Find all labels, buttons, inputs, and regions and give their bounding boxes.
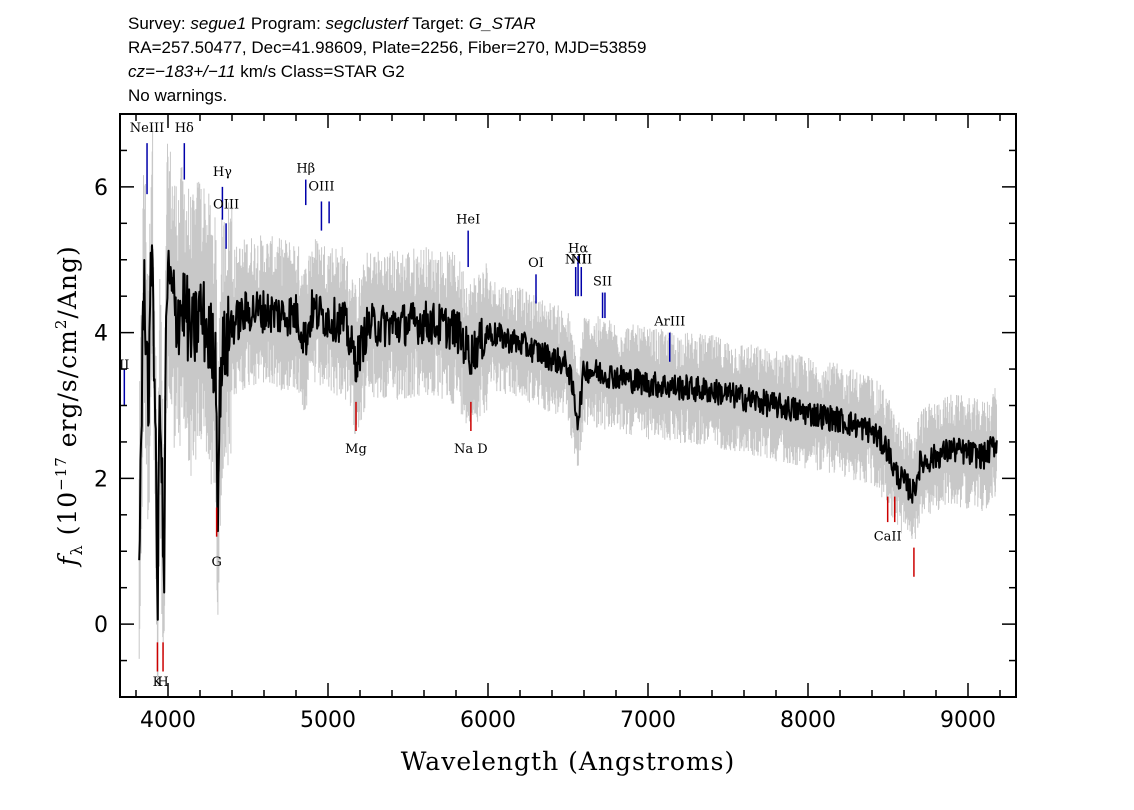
y-tick-label: 4	[94, 322, 108, 347]
line-marker-label: Mg	[345, 442, 367, 457]
program-label: Program:	[250, 14, 321, 33]
survey-value: segue1	[190, 14, 247, 33]
flux-series	[138, 244, 998, 621]
header-line-survey: Survey: segue1 Program: segclusterf Targ…	[128, 12, 646, 36]
line-marker-label: Hβ	[296, 161, 315, 176]
cz-rest: km/s Class=STAR G2	[240, 62, 405, 81]
line-marker-label: II	[119, 358, 129, 373]
flux-line	[138, 244, 998, 621]
noise-band	[138, 125, 997, 686]
x-tick-label: 9000	[940, 708, 996, 733]
cz-value: −183+/−11	[154, 62, 236, 81]
y-tick-label: 0	[94, 613, 108, 638]
x-tick-label: 8000	[780, 708, 836, 733]
program-value: segclusterf	[325, 14, 408, 33]
y-tick-label: 6	[94, 176, 108, 201]
cz-label: cz=	[128, 62, 155, 81]
noise-band-strokes	[138, 125, 997, 686]
header-line-redshift: cz=−183+/−11 km/s Class=STAR G2	[128, 60, 646, 84]
line-marker-label: Na D	[454, 442, 488, 457]
y-axis-title-exp2: 2	[52, 319, 70, 330]
axes: 4000 5000 6000 7000 8000 9000 0 2 4 6	[94, 113, 1017, 733]
line-marker-label: OI	[528, 256, 544, 271]
target-value: G_STAR	[468, 14, 536, 33]
line-marker-label: ArIII	[653, 314, 685, 329]
line-marker-label: NeIII	[130, 121, 164, 136]
y-axis-title-exp1: −17	[52, 456, 70, 491]
line-marker-label: OIII	[213, 198, 239, 213]
line-marker-label: Hα	[568, 241, 588, 256]
x-tick-label: 4000	[140, 708, 196, 733]
y-axis-title-f: f	[53, 553, 82, 568]
y-axis-title-sub: λ	[67, 544, 86, 555]
line-marker-label: NII	[570, 252, 592, 267]
target-label: Target:	[412, 14, 465, 33]
y-axis-title-a: (10	[53, 491, 82, 545]
header-line-coordinates: RA=257.50477, Dec=41.98609, Plate=2256, …	[128, 38, 647, 57]
line-marker-label: G	[211, 555, 221, 570]
y-axis-title: fλ (10−17 erg/s/cm2/Ang)	[52, 245, 86, 568]
survey-label: Survey:	[128, 14, 186, 33]
x-tick-label: 5000	[300, 708, 356, 733]
line-marker-label: HeI	[456, 212, 480, 227]
line-marker-label: SII	[593, 274, 612, 289]
line-marker-label: Hγ	[213, 165, 232, 180]
y-axis-title-b: erg/s/cm	[53, 329, 82, 456]
line-marker-label: Hδ	[175, 121, 194, 136]
line-marker-label: K	[153, 675, 163, 690]
line-marker-label: CaII	[874, 529, 902, 544]
x-axis-title: Wavelength (Angstroms)	[401, 747, 735, 776]
x-tick-label: 7000	[620, 708, 676, 733]
line-marker-label: OIII	[308, 180, 334, 195]
x-tick-label: 6000	[460, 708, 516, 733]
y-axis-title-c: /Ang)	[53, 245, 82, 318]
header-line-warnings: No warnings.	[128, 86, 228, 105]
spectrum-header: Survey: segue1 Program: segclusterf Targ…	[128, 12, 646, 108]
line-marker-label: H	[157, 675, 168, 690]
line-marker-label: NII	[565, 252, 587, 267]
y-tick-label: 2	[94, 467, 108, 492]
